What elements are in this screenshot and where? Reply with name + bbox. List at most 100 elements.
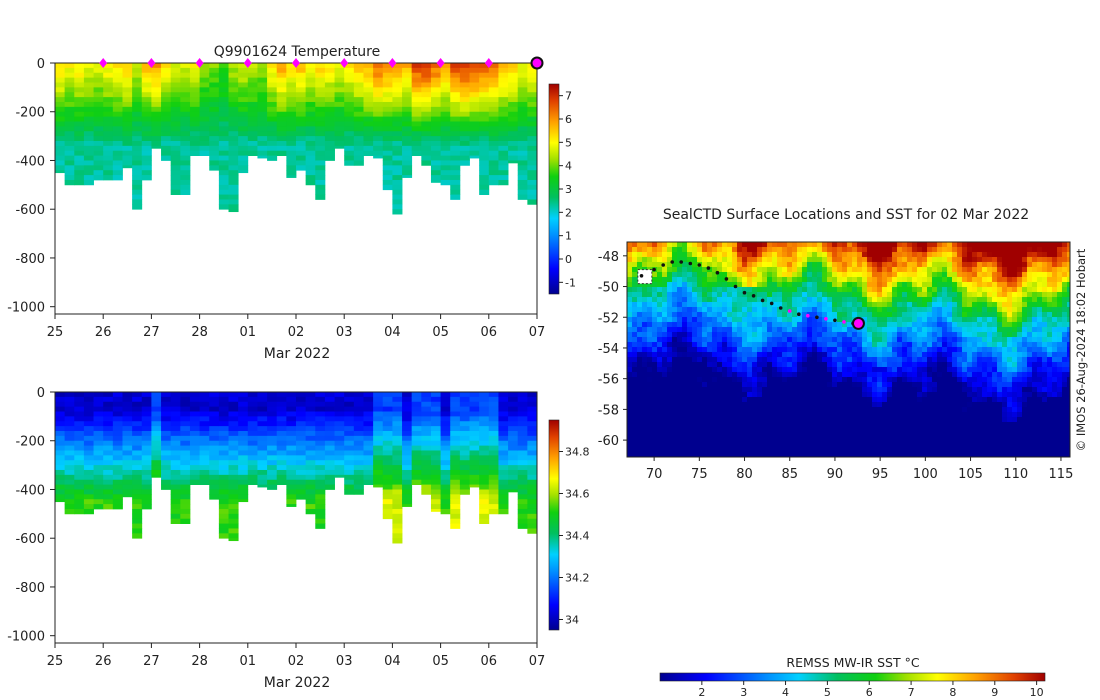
temperature-cell <box>459 111 470 118</box>
sst-cell <box>847 252 852 257</box>
temperature-cell <box>122 72 133 79</box>
salinity-cell <box>55 416 66 422</box>
temperature-cell <box>315 101 326 108</box>
sst-cell <box>652 257 657 262</box>
salinity-cell <box>238 445 249 451</box>
salinity-cell <box>103 435 114 442</box>
salinity-cell <box>218 406 229 412</box>
sst-cell <box>772 337 777 342</box>
temperature-cell <box>189 101 200 108</box>
salinity-cell <box>170 508 181 515</box>
temperature-cell <box>161 111 172 118</box>
sst-cell <box>627 452 632 457</box>
sst-cell <box>627 332 632 337</box>
sst-cell <box>842 402 847 407</box>
sst-cell <box>842 412 847 417</box>
salinity-cell <box>430 508 441 512</box>
temperature-cell <box>430 87 441 93</box>
salinity-cell <box>199 450 210 456</box>
temperature-cell <box>508 72 519 79</box>
sst-cell <box>862 302 867 307</box>
sst-cell <box>877 262 882 267</box>
temperature-cell <box>430 77 441 83</box>
sst-cell <box>722 417 727 422</box>
sst-cell <box>912 332 917 337</box>
sst-cell <box>642 247 647 252</box>
temperature-cell <box>228 67 239 74</box>
sst-cell <box>702 272 707 277</box>
sst-cell <box>767 442 772 447</box>
sst-cell <box>822 412 827 417</box>
sst-cell <box>767 257 772 262</box>
sst-cell <box>787 277 792 282</box>
temperature-cell <box>508 160 519 164</box>
sst-cell <box>887 242 892 247</box>
sst-cell <box>737 297 742 302</box>
temperature-cell <box>498 131 509 137</box>
temperature-cell <box>305 155 316 161</box>
sst-cell <box>832 417 837 422</box>
temperature-cell <box>382 160 393 166</box>
sst-cell <box>817 297 822 302</box>
salinity-cell <box>479 513 490 520</box>
salinity-cell <box>64 504 75 510</box>
temperature-cell <box>112 106 123 113</box>
sst-cell <box>632 447 637 452</box>
temperature-cell <box>199 140 210 147</box>
sst-cell <box>762 327 767 332</box>
sst-cell <box>827 432 832 437</box>
salinity-cell <box>353 489 364 495</box>
salinity-cell <box>122 494 133 498</box>
sst-cell <box>672 317 677 322</box>
sst-cell <box>682 272 687 277</box>
sst-cell <box>827 427 832 432</box>
sst-cell <box>752 377 757 382</box>
sst-cell <box>722 307 727 312</box>
sst-cell <box>912 377 917 382</box>
salinity-cell <box>498 455 509 461</box>
salinity-cell <box>344 435 355 442</box>
sst-cell <box>702 372 707 377</box>
salinity-cell <box>151 421 162 427</box>
salinity-cell <box>238 494 249 500</box>
sst-cell <box>862 287 867 292</box>
sst-cell <box>827 352 832 357</box>
temperature-cell <box>315 179 326 186</box>
sst-cell <box>797 267 802 272</box>
sst-cell <box>792 387 797 392</box>
sst-cell <box>837 292 842 297</box>
temperature-cell <box>382 87 393 93</box>
sst-cell <box>762 337 767 342</box>
sst-cell <box>852 247 857 252</box>
temperature-cell <box>334 72 345 79</box>
sst-cell <box>852 437 857 442</box>
sst-cell <box>842 242 847 247</box>
salinity-colorbar <box>548 419 560 631</box>
salinity-cell <box>392 479 403 485</box>
sst-cell <box>917 317 922 322</box>
sst-cell <box>867 402 872 407</box>
temperature-cell <box>286 82 297 88</box>
sst-cell <box>747 397 752 402</box>
sst-cell <box>832 257 837 262</box>
salinity-cell <box>209 469 220 476</box>
sst-cell <box>717 292 722 297</box>
salinity-cell <box>353 411 364 417</box>
sst-cell <box>777 362 782 367</box>
salinity-cell <box>479 450 490 456</box>
sst-cell <box>812 347 817 352</box>
sst-cell <box>737 337 742 342</box>
temperature-cell <box>189 72 200 79</box>
sst-cell <box>697 252 702 257</box>
salinity-cell <box>430 455 441 461</box>
temperature-cell <box>296 63 307 69</box>
sst-cell <box>842 307 847 312</box>
salinity-cell <box>180 474 191 481</box>
sst-cell <box>857 372 862 377</box>
sst-cell <box>707 367 712 372</box>
salinity-cell <box>141 401 152 408</box>
sst-cell <box>757 352 762 357</box>
salinity-cell <box>189 426 200 432</box>
temperature-cell <box>276 97 287 103</box>
sst-cell <box>667 347 672 352</box>
